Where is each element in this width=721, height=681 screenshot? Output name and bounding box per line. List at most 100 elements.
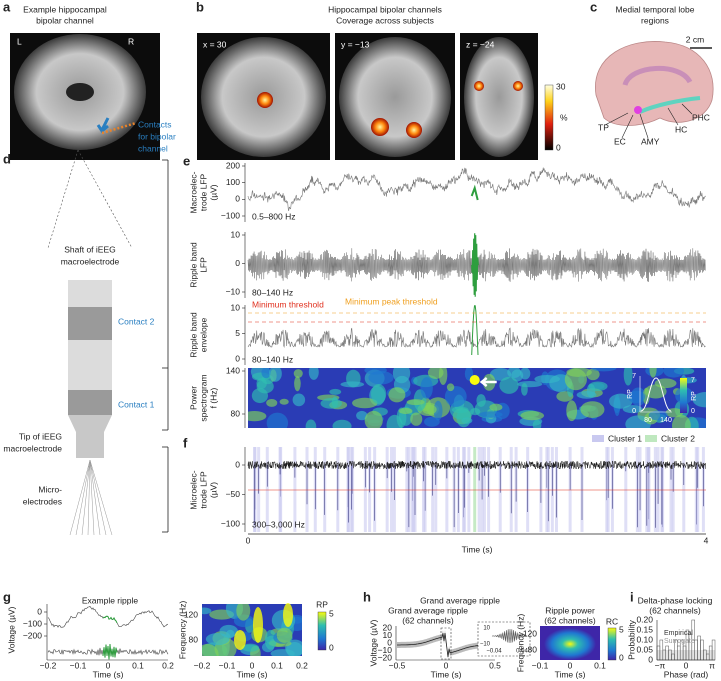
line bbox=[89, 459, 113, 536]
spectral-blob bbox=[388, 387, 406, 403]
cluster-band bbox=[421, 447, 425, 532]
cluster-band bbox=[669, 447, 673, 532]
spectral-blob bbox=[261, 368, 271, 379]
line bbox=[89, 459, 101, 536]
y-tick-label: −100 bbox=[23, 618, 42, 628]
coverage-blob bbox=[513, 81, 523, 91]
y-tick-label: 80 bbox=[231, 408, 241, 418]
label: electrodes bbox=[23, 496, 62, 506]
spectral-blob bbox=[532, 419, 542, 428]
spectral-blob bbox=[479, 411, 503, 418]
panel-label: b bbox=[196, 0, 204, 14]
x-tick-label: 0.2 bbox=[162, 660, 174, 670]
cluster-band bbox=[363, 447, 367, 532]
label: Shaft of iEEG bbox=[64, 244, 116, 254]
spectral-blob bbox=[649, 368, 657, 378]
colorbar-label: RC bbox=[606, 616, 618, 626]
spectral-blob bbox=[386, 414, 403, 428]
label: 80 bbox=[644, 417, 652, 424]
line bbox=[681, 103, 693, 115]
label: regions bbox=[641, 15, 669, 25]
surrogate-bar bbox=[659, 650, 663, 660]
y-tick-label: −100 bbox=[221, 210, 240, 220]
spectral-blob bbox=[446, 383, 455, 392]
cluster-band bbox=[434, 447, 438, 532]
spectral-blob bbox=[202, 643, 219, 656]
electrode-tip bbox=[68, 415, 112, 458]
panel-label: i bbox=[630, 589, 634, 604]
trace bbox=[247, 167, 706, 212]
axis-label: Probability bbox=[626, 619, 636, 659]
x-tick-label: 0.2 bbox=[296, 660, 308, 670]
surrogate-bar bbox=[697, 650, 701, 660]
surrogate-bar bbox=[686, 650, 689, 660]
spectral-blob bbox=[294, 376, 301, 392]
label: Macroelec- bbox=[188, 171, 198, 213]
panel-label: h bbox=[363, 589, 371, 604]
trace bbox=[491, 628, 528, 643]
y-tick-label: 0.10 bbox=[636, 634, 653, 644]
colorbar bbox=[544, 84, 554, 151]
contact bbox=[68, 390, 112, 415]
trace bbox=[247, 460, 706, 470]
x-tick-label: 0.5 bbox=[489, 660, 501, 670]
spectral-blob bbox=[292, 393, 306, 407]
x-tick-label: −0.1 bbox=[532, 660, 549, 670]
label: (62 channels) bbox=[649, 605, 701, 615]
label: −0.04 bbox=[486, 649, 502, 655]
y-tick-label: −50 bbox=[226, 489, 241, 499]
zoom-box bbox=[440, 627, 452, 660]
label: 0.04 bbox=[516, 649, 528, 655]
label: RP bbox=[627, 389, 634, 399]
plot-area bbox=[248, 368, 706, 428]
axis-label: Voltage (µV) bbox=[6, 606, 16, 653]
label: Contact 1 bbox=[118, 399, 155, 409]
legend-swatch bbox=[645, 435, 657, 442]
surrogate-bar bbox=[674, 650, 678, 660]
spectral-blob bbox=[476, 394, 486, 407]
label: Ripple power bbox=[545, 605, 595, 615]
label: bipolar channel bbox=[36, 15, 94, 25]
spectral-blob bbox=[642, 387, 650, 405]
spectral-blob bbox=[521, 383, 528, 396]
trace bbox=[471, 233, 479, 297]
label: trode LFP bbox=[198, 471, 208, 509]
x-tick-label: π bbox=[709, 660, 715, 670]
cluster-band bbox=[278, 447, 282, 532]
y-tick-label: 10 bbox=[383, 630, 393, 640]
spectral-blob bbox=[266, 412, 289, 428]
label: Contact 2 bbox=[118, 316, 155, 326]
label: Micro- bbox=[38, 484, 62, 494]
ripple-power bbox=[469, 375, 480, 385]
trace bbox=[247, 327, 706, 348]
surrogate-bar bbox=[657, 650, 660, 660]
spectral-blob bbox=[588, 381, 608, 392]
spectral-blob bbox=[205, 633, 230, 646]
spectral-blob bbox=[329, 388, 342, 395]
cluster-band bbox=[647, 447, 651, 532]
axis-label: Time (s) bbox=[93, 669, 124, 679]
y-tick-label: 0 bbox=[37, 606, 42, 616]
label: Delta-phase locking bbox=[638, 595, 713, 605]
label: channel bbox=[138, 143, 168, 153]
region-label: EC bbox=[614, 136, 626, 146]
y-tick-label: −10 bbox=[226, 286, 241, 296]
colorbar-tick: 30 bbox=[556, 81, 566, 91]
region-label: HC bbox=[675, 124, 687, 134]
line bbox=[81, 459, 91, 536]
label: Ripple band bbox=[188, 242, 198, 288]
legend-label: Empirical bbox=[664, 630, 693, 637]
x-tick-label: 0.1 bbox=[271, 660, 283, 670]
arrow bbox=[479, 377, 497, 387]
x-tick-label: −0.2 bbox=[40, 660, 57, 670]
line bbox=[621, 114, 634, 139]
x-tick-label: −0.5 bbox=[389, 660, 406, 670]
label: −10 bbox=[480, 642, 491, 648]
rp-curve bbox=[640, 377, 672, 412]
spectral-blob bbox=[623, 368, 633, 386]
label: 0 bbox=[691, 408, 695, 415]
spectral-blob bbox=[305, 419, 317, 428]
line bbox=[47, 149, 79, 249]
label: RP bbox=[691, 391, 698, 401]
label: Tip of iEEG bbox=[19, 431, 62, 441]
